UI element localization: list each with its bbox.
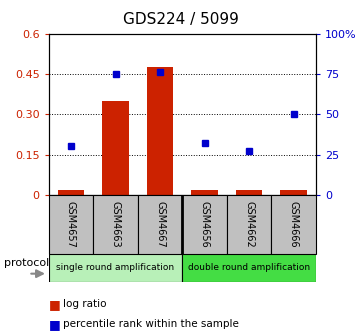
Text: GDS224 / 5099: GDS224 / 5099 — [123, 12, 238, 27]
Bar — [49, 195, 93, 254]
Bar — [49, 254, 182, 282]
Bar — [138, 195, 182, 254]
Text: GSM4666: GSM4666 — [288, 201, 299, 248]
Text: GSM4663: GSM4663 — [110, 201, 121, 248]
Bar — [93, 195, 138, 254]
Bar — [102, 101, 129, 195]
Bar — [236, 190, 262, 195]
Text: single round amplification: single round amplification — [56, 263, 175, 272]
Text: GSM4657: GSM4657 — [66, 201, 76, 248]
Text: ■: ■ — [49, 318, 61, 331]
Text: protocol: protocol — [4, 258, 49, 268]
Bar — [280, 190, 307, 195]
Bar — [182, 254, 316, 282]
Bar — [271, 195, 316, 254]
Text: log ratio: log ratio — [63, 299, 106, 309]
Text: GSM4667: GSM4667 — [155, 201, 165, 248]
Text: double round amplification: double round amplification — [188, 263, 310, 272]
Text: GSM4662: GSM4662 — [244, 201, 254, 248]
Text: GSM4656: GSM4656 — [200, 201, 210, 248]
Bar — [58, 190, 84, 195]
Text: ■: ■ — [49, 298, 61, 310]
Bar — [227, 195, 271, 254]
Text: percentile rank within the sample: percentile rank within the sample — [63, 319, 239, 329]
Bar — [182, 195, 227, 254]
Bar — [147, 67, 173, 195]
Bar — [191, 190, 218, 195]
